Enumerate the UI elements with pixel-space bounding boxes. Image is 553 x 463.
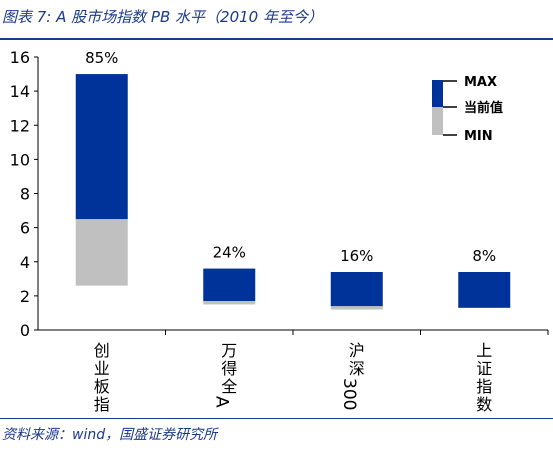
category-label: 创 (94, 341, 110, 360)
category-label: 深 (349, 359, 365, 378)
y-tick-label: 10 (10, 150, 30, 169)
bar-upper-segment (203, 268, 256, 301)
bar-lower-segment (330, 306, 383, 310)
figure-title: 图表 7: A 股市场指数 PB 水平（2010 年至今） (2, 8, 323, 26)
source-note: 资料来源：wind，国盛证券研究所 (2, 427, 218, 443)
legend-upper-swatch (432, 80, 443, 107)
bar-upper-segment (330, 271, 383, 307)
bar-upper-segment (458, 271, 511, 308)
legend-lower-swatch (432, 107, 443, 135)
y-tick-label: 4 (20, 253, 30, 272)
category-label: 板 (94, 377, 110, 396)
legend-label: MIN (464, 129, 493, 144)
category-label: 指 (94, 395, 110, 414)
category-label: 300 (339, 378, 359, 410)
category-label: 全 (221, 377, 237, 396)
y-tick-label: 6 (20, 219, 30, 238)
category-label: A (211, 396, 231, 408)
source-rule (0, 418, 553, 419)
category-label: 沪 (349, 341, 365, 360)
category-label: 万 (221, 341, 237, 360)
y-tick-label: 0 (20, 321, 30, 340)
legend-label: MAX (464, 75, 497, 90)
category-label: 数 (476, 395, 492, 414)
bar-lower-segment (75, 219, 128, 286)
category-label: 指 (476, 377, 492, 396)
bar-upper-segment (75, 74, 128, 220)
title-rule (0, 38, 553, 40)
category-label: 业 (94, 359, 110, 378)
y-tick-label: 14 (10, 82, 30, 101)
category-label: 得 (221, 359, 237, 378)
category-label: 上 (476, 341, 492, 360)
legend-label: 当前值 (464, 100, 503, 116)
y-tick-label: 8 (20, 185, 30, 204)
data-label: 85% (85, 49, 118, 67)
data-label: 8% (472, 247, 496, 265)
data-label: 24% (213, 244, 246, 262)
category-label: 证 (476, 359, 492, 378)
y-tick-label: 12 (10, 116, 30, 135)
bar-lower-segment (203, 300, 256, 305)
y-tick-label: 2 (20, 287, 30, 306)
y-tick-label: 16 (10, 48, 30, 67)
data-label: 16% (340, 247, 373, 265)
